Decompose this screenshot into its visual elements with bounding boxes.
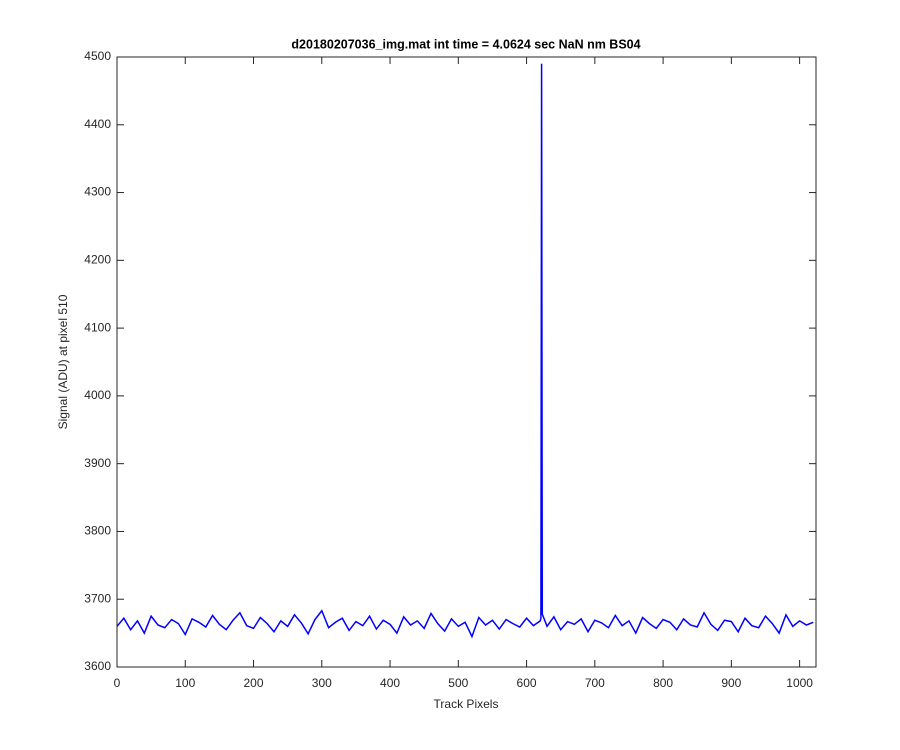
plot-box	[116, 56, 817, 668]
x-tick-label: 400	[380, 676, 400, 690]
y-tick-label: 4100	[84, 320, 111, 334]
x-tick-label: 500	[448, 676, 468, 690]
y-tick-label: 4500	[84, 49, 111, 63]
y-axis-label: Signal (ADU) at pixel 510	[56, 294, 70, 429]
y-tick-label: 3900	[84, 456, 111, 470]
y-tick-label: 4200	[84, 253, 111, 267]
data-line	[116, 63, 814, 639]
y-tick-label: 3600	[84, 659, 111, 673]
y-tick-label: 3700	[84, 591, 111, 605]
x-tick-label: 100	[175, 676, 195, 690]
x-tick-label: 600	[517, 676, 537, 690]
x-tick-label: 900	[721, 676, 741, 690]
x-axis-label: Track Pixels	[434, 697, 499, 711]
x-tick-label: 0	[114, 676, 121, 690]
x-tick-label: 1000	[786, 676, 813, 690]
y-tick-label: 4400	[84, 117, 111, 131]
chart-title: d20180207036_img.mat int time = 4.0624 s…	[291, 37, 640, 51]
x-tick-label: 300	[312, 676, 332, 690]
y-tick-label: 4000	[84, 388, 111, 402]
x-tick-label: 800	[653, 676, 673, 690]
x-tick-label: 700	[585, 676, 605, 690]
y-tick-label: 3800	[84, 524, 111, 538]
x-tick-label: 200	[244, 676, 264, 690]
y-tick-label: 4300	[84, 185, 111, 199]
